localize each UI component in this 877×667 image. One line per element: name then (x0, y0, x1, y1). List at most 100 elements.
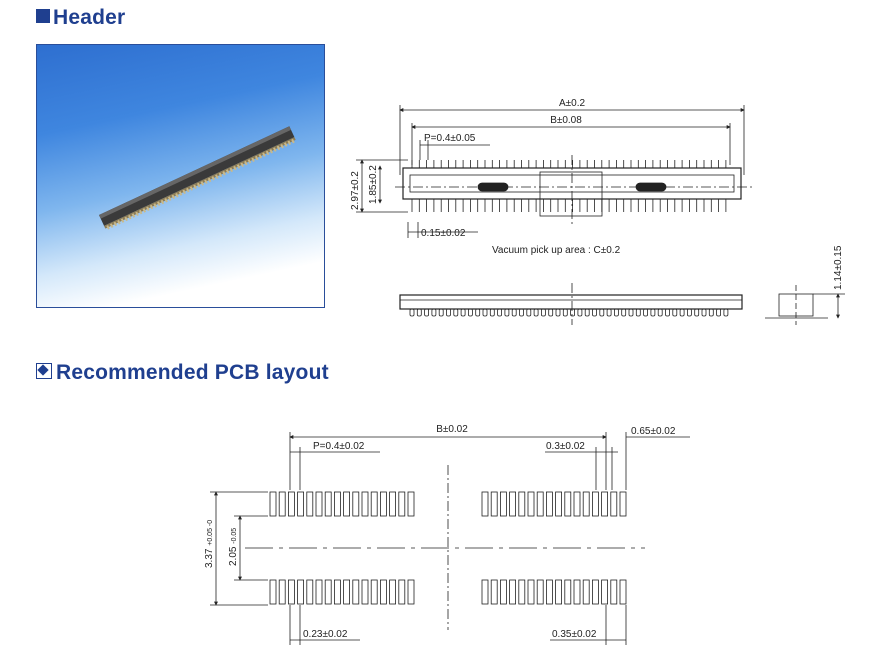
pcb-dim-b-label: B±0.02 (436, 424, 468, 435)
pcb-pad-top (490, 491, 498, 517)
pcb-pad-bottom (499, 579, 507, 605)
pcb-dim-total-value: 3.37 (204, 548, 215, 568)
pcb-pad-top (324, 491, 332, 517)
pcb-dim-pitch-label: P=0.4±0.02 (313, 441, 365, 452)
side-view-pin (424, 308, 430, 317)
pcb-pad-top (518, 491, 526, 517)
photo-pin (222, 170, 226, 176)
side-view-pin (519, 308, 524, 317)
side-view-pin (584, 308, 590, 317)
photo-pin (291, 138, 295, 144)
dim-lead-label: 0.15±0.02 (421, 228, 466, 239)
side-view-pin (526, 308, 532, 317)
photo-pin (182, 189, 186, 195)
photo-pin (265, 150, 270, 156)
side-view-pin (460, 308, 466, 317)
pcb-pad-bottom (297, 579, 305, 605)
side-view-pin (497, 308, 503, 317)
side-view-pin (489, 308, 495, 317)
side-view-pin (475, 308, 481, 317)
pcb-pad-bottom (619, 579, 627, 605)
photo-pin (131, 213, 136, 218)
pcb-pad-top (536, 491, 544, 517)
photo-pin (120, 218, 125, 223)
photo-pin (164, 198, 168, 203)
dim-b-label: B±0.08 (550, 115, 582, 126)
photo-pin (229, 167, 234, 173)
pcb-pad-top (269, 491, 277, 517)
side-view-pin (635, 308, 641, 317)
pcb-pad-bottom (527, 579, 535, 605)
pcb-pad-bottom (490, 579, 498, 605)
header-title-text: Header (53, 6, 126, 29)
photo-pin (258, 154, 263, 159)
photo-pin (124, 216, 128, 222)
square-bullet-icon (36, 9, 50, 23)
photo-pin (236, 164, 241, 169)
side-view-pin (577, 308, 583, 317)
side-view-pin (592, 308, 597, 317)
photo-pin (113, 221, 118, 227)
photo-pin (207, 177, 212, 183)
photo-pin (276, 145, 281, 151)
photo-pin (254, 155, 259, 161)
pcb-dim-inner-tol: -0.05 (231, 528, 238, 544)
pcb-pad-top (546, 491, 553, 517)
side-view-pin (606, 308, 612, 317)
pcb-pad-bottom (582, 579, 590, 605)
side-view-pin (665, 308, 670, 317)
pcb-pad-top (499, 491, 507, 517)
pcb-dim-inner-value: 2.05 (228, 546, 239, 566)
side-view-pin (562, 308, 568, 317)
header-section-title: Header (36, 6, 125, 30)
photo-pin (109, 223, 114, 228)
photo-pin (186, 187, 190, 193)
side-view-pin (570, 308, 575, 317)
dim-width-label: 2.97±0.2 (350, 171, 361, 210)
dim-pitch-label: P=0.4±0.05 (424, 133, 476, 144)
pcb-pad-top (306, 491, 314, 517)
pcb-pad-top (509, 491, 517, 517)
pcb-section-title: Recommended PCB layout (36, 361, 329, 385)
photo-pin (135, 211, 139, 217)
photo-pin (149, 204, 154, 210)
side-view-pin (416, 308, 422, 317)
pcb-dim-total-tol: +0.05 -0 (207, 520, 214, 546)
photo-pin (269, 149, 273, 154)
pcb-pad-top (481, 491, 489, 517)
photo-pin (211, 176, 215, 181)
pcb-pad-bottom (592, 579, 599, 605)
pcb-pad-bottom (315, 579, 323, 605)
pcb-pad-bottom (324, 579, 332, 605)
pcb-dim-pad-space-label: 0.3±0.02 (546, 441, 585, 452)
side-view-pin (687, 308, 692, 317)
pcb-pad-top (573, 491, 581, 517)
pcb-pad-bottom (370, 579, 378, 605)
vacuum-note: Vacuum pick up area : C±0.2 (492, 245, 621, 256)
photo-pin (283, 142, 288, 147)
pcb-pad-bottom (481, 579, 489, 605)
photo-pin (200, 181, 205, 186)
photo-pin (262, 152, 266, 157)
pcb-pad-top (592, 491, 599, 517)
pcb-pad-bottom (610, 579, 618, 605)
pcb-pad-bottom (389, 579, 397, 605)
pcb-pad-bottom (601, 579, 608, 605)
photo-pin (287, 140, 292, 146)
pcb-pad-top (398, 491, 406, 517)
photo-pin (178, 191, 183, 196)
side-view-pin (650, 308, 656, 317)
side-view-pin (694, 308, 700, 317)
side-view-pin (628, 308, 634, 317)
side-view-pin (643, 308, 648, 317)
pcb-pad-bottom (361, 579, 369, 605)
pcb-pad-bottom (564, 579, 572, 605)
photo-pin (175, 192, 179, 198)
side-view-pin (657, 308, 663, 317)
pcb-pad-bottom (546, 579, 553, 605)
pcb-pad-top (315, 491, 323, 517)
pcb-pad-top (582, 491, 590, 517)
side-view-pin (716, 308, 721, 317)
